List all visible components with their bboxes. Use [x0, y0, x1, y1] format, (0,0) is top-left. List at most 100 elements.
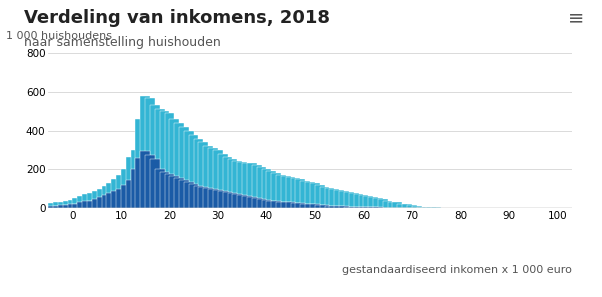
- Bar: [276, 175, 286, 208]
- Bar: [48, 206, 58, 208]
- Bar: [291, 178, 300, 208]
- Bar: [310, 204, 320, 208]
- Bar: [116, 175, 126, 208]
- Bar: [412, 206, 421, 208]
- Bar: [72, 198, 82, 208]
- Bar: [378, 199, 388, 208]
- Bar: [77, 203, 87, 208]
- Bar: [228, 193, 237, 208]
- Bar: [145, 98, 155, 208]
- Bar: [344, 192, 353, 208]
- Bar: [53, 202, 63, 208]
- Bar: [102, 195, 111, 208]
- Bar: [353, 207, 364, 208]
- Bar: [339, 206, 349, 208]
- Text: gestandaardiseerd inkomen x 1 000 euro: gestandaardiseerd inkomen x 1 000 euro: [342, 265, 572, 275]
- Bar: [353, 194, 364, 208]
- Bar: [58, 202, 67, 208]
- Bar: [140, 151, 150, 208]
- Bar: [92, 192, 102, 208]
- Bar: [184, 131, 194, 208]
- Bar: [116, 189, 126, 208]
- Bar: [232, 161, 242, 208]
- Bar: [126, 157, 135, 208]
- Bar: [53, 206, 63, 208]
- Bar: [126, 180, 135, 208]
- Bar: [349, 193, 359, 208]
- Bar: [199, 187, 208, 208]
- Bar: [402, 204, 412, 208]
- Text: 1 000 huishoudens: 1 000 huishoudens: [6, 31, 112, 41]
- Bar: [272, 201, 281, 208]
- Bar: [184, 182, 194, 208]
- Bar: [82, 195, 92, 208]
- Bar: [213, 189, 223, 208]
- Bar: [111, 179, 121, 208]
- Bar: [296, 179, 305, 208]
- Bar: [97, 197, 107, 208]
- Bar: [87, 200, 97, 208]
- Bar: [87, 193, 97, 208]
- Bar: [334, 189, 344, 208]
- Bar: [368, 207, 378, 208]
- Bar: [407, 206, 417, 208]
- Bar: [349, 207, 359, 208]
- Bar: [305, 204, 315, 208]
- Bar: [431, 207, 441, 208]
- Bar: [150, 105, 160, 208]
- Bar: [286, 203, 296, 208]
- Bar: [242, 196, 252, 208]
- Bar: [237, 195, 247, 208]
- Bar: [63, 201, 72, 208]
- Bar: [72, 204, 82, 208]
- Bar: [329, 189, 339, 208]
- Bar: [300, 181, 310, 208]
- Bar: [179, 127, 189, 208]
- Bar: [179, 180, 189, 208]
- Bar: [155, 169, 164, 208]
- Bar: [232, 195, 242, 208]
- Bar: [310, 183, 320, 208]
- Bar: [247, 163, 256, 208]
- Bar: [155, 110, 164, 208]
- Bar: [107, 193, 116, 208]
- Bar: [97, 189, 107, 208]
- Bar: [359, 195, 368, 208]
- Bar: [252, 165, 261, 208]
- Bar: [421, 207, 431, 208]
- Bar: [82, 201, 92, 208]
- Bar: [329, 206, 339, 208]
- Bar: [218, 191, 228, 208]
- Bar: [228, 159, 237, 208]
- Bar: [252, 198, 261, 208]
- Bar: [203, 188, 213, 208]
- Bar: [261, 169, 272, 208]
- Bar: [150, 159, 160, 208]
- Bar: [242, 162, 252, 208]
- Bar: [223, 192, 232, 208]
- Bar: [121, 169, 131, 208]
- Bar: [164, 113, 174, 208]
- Bar: [107, 183, 116, 208]
- Bar: [208, 189, 218, 208]
- Bar: [194, 186, 203, 208]
- Text: ≡: ≡: [568, 9, 584, 28]
- Bar: [169, 119, 179, 208]
- Bar: [67, 204, 77, 208]
- Bar: [261, 200, 272, 208]
- Bar: [247, 197, 256, 208]
- Bar: [256, 168, 266, 208]
- Bar: [131, 150, 140, 208]
- Bar: [135, 158, 145, 208]
- Bar: [174, 178, 184, 208]
- Bar: [281, 202, 291, 208]
- Bar: [320, 187, 329, 208]
- Bar: [77, 196, 87, 208]
- Bar: [160, 111, 169, 208]
- Bar: [296, 203, 305, 208]
- Bar: [320, 205, 329, 208]
- Bar: [111, 192, 121, 208]
- Bar: [58, 205, 67, 208]
- Bar: [272, 173, 281, 208]
- Bar: [237, 162, 247, 208]
